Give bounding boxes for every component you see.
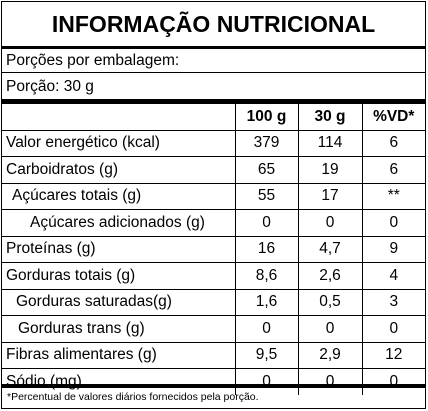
value-30g: 114	[297, 130, 362, 157]
label-title: INFORMAÇÃO NUTRICIONAL	[2, 2, 425, 49]
value-100g: 65	[234, 156, 298, 183]
table-row: Gorduras totais (g) 8,6 2,6 4	[2, 262, 425, 289]
footnote: *Percentual de valores diários fornecido…	[7, 391, 259, 403]
value-30g: 17	[297, 183, 362, 210]
value-100g: 9,5	[234, 342, 298, 369]
value-30g: 19	[297, 156, 362, 183]
serving-size: Porção: 30 g	[6, 78, 94, 95]
value-100g: 16	[234, 236, 298, 263]
table-row: Gorduras saturadas(g) 1,6 0,5 3	[2, 289, 425, 316]
table-row: Açúcares totais (g) 55 17 **	[2, 183, 425, 210]
nutrient-name: Fibras alimentares (g)	[6, 346, 157, 364]
table-row: Açúcares adicionados (g) 0 0 0	[2, 209, 425, 236]
value-vd: 4	[361, 262, 425, 289]
value-100g: 55	[234, 183, 298, 210]
table-row: Fibras alimentares (g) 9,5 2,9 12	[2, 342, 425, 369]
value-100g: 0	[234, 368, 298, 395]
nutrient-name: Carboidratos (g)	[6, 160, 118, 178]
value-vd: **	[361, 183, 425, 210]
nutrient-name: Gorduras saturadas(g)	[16, 293, 172, 311]
value-100g: 0	[234, 209, 298, 236]
table-header-row: 100 g 30 g %VD*	[2, 104, 425, 130]
value-30g: 0	[297, 315, 362, 342]
nutrient-name: Açúcares totais (g)	[12, 187, 142, 205]
table-row: Proteínas (g) 16 4,7 9	[2, 236, 425, 263]
nutrient-name: Valor energético (kcal)	[6, 134, 160, 152]
value-vd: 6	[361, 156, 425, 183]
value-30g: 0	[297, 368, 362, 395]
header-100g: 100 g	[234, 104, 298, 130]
nutrient-name: Proteínas (g)	[6, 240, 96, 258]
thick-divider-top	[2, 99, 425, 104]
value-100g: 8,6	[234, 262, 298, 289]
table-row: Gorduras trans (g) 0 0 0	[2, 315, 425, 342]
value-100g: 379	[234, 130, 298, 157]
servings-per-package: Porções por embalagem:	[2, 49, 425, 73]
value-vd: 9	[361, 236, 425, 263]
nutrient-name: Gorduras trans (g)	[18, 319, 145, 337]
value-vd: 6	[361, 130, 425, 157]
value-30g: 0	[297, 209, 362, 236]
value-vd: 0	[361, 315, 425, 342]
header-vd: %VD*	[361, 104, 425, 130]
value-100g: 1,6	[234, 289, 298, 316]
header-nutrient	[2, 104, 235, 130]
value-vd: 0	[361, 368, 425, 395]
value-vd: 12	[361, 342, 425, 369]
table-row: Sódio (mg) 0 0 0	[2, 368, 425, 395]
value-30g: 2,6	[297, 262, 362, 289]
thick-divider-bottom	[2, 384, 425, 388]
value-vd: 0	[361, 209, 425, 236]
value-vd: 3	[361, 289, 425, 316]
nutrition-table: 100 g 30 g %VD* Valor energético (kcal) …	[2, 104, 425, 395]
table-row: Valor energético (kcal) 379 114 6	[2, 130, 425, 157]
nutrient-name: Gorduras totais (g)	[6, 266, 136, 284]
value-100g: 0	[234, 315, 298, 342]
value-30g: 2,9	[297, 342, 362, 369]
value-30g: 0,5	[297, 289, 362, 316]
value-30g: 4,7	[297, 236, 362, 263]
table-row: Carboidratos (g) 65 19 6	[2, 156, 425, 183]
header-30g: 30 g	[297, 104, 362, 130]
nutrient-name: Açúcares adicionados (g)	[30, 213, 205, 231]
